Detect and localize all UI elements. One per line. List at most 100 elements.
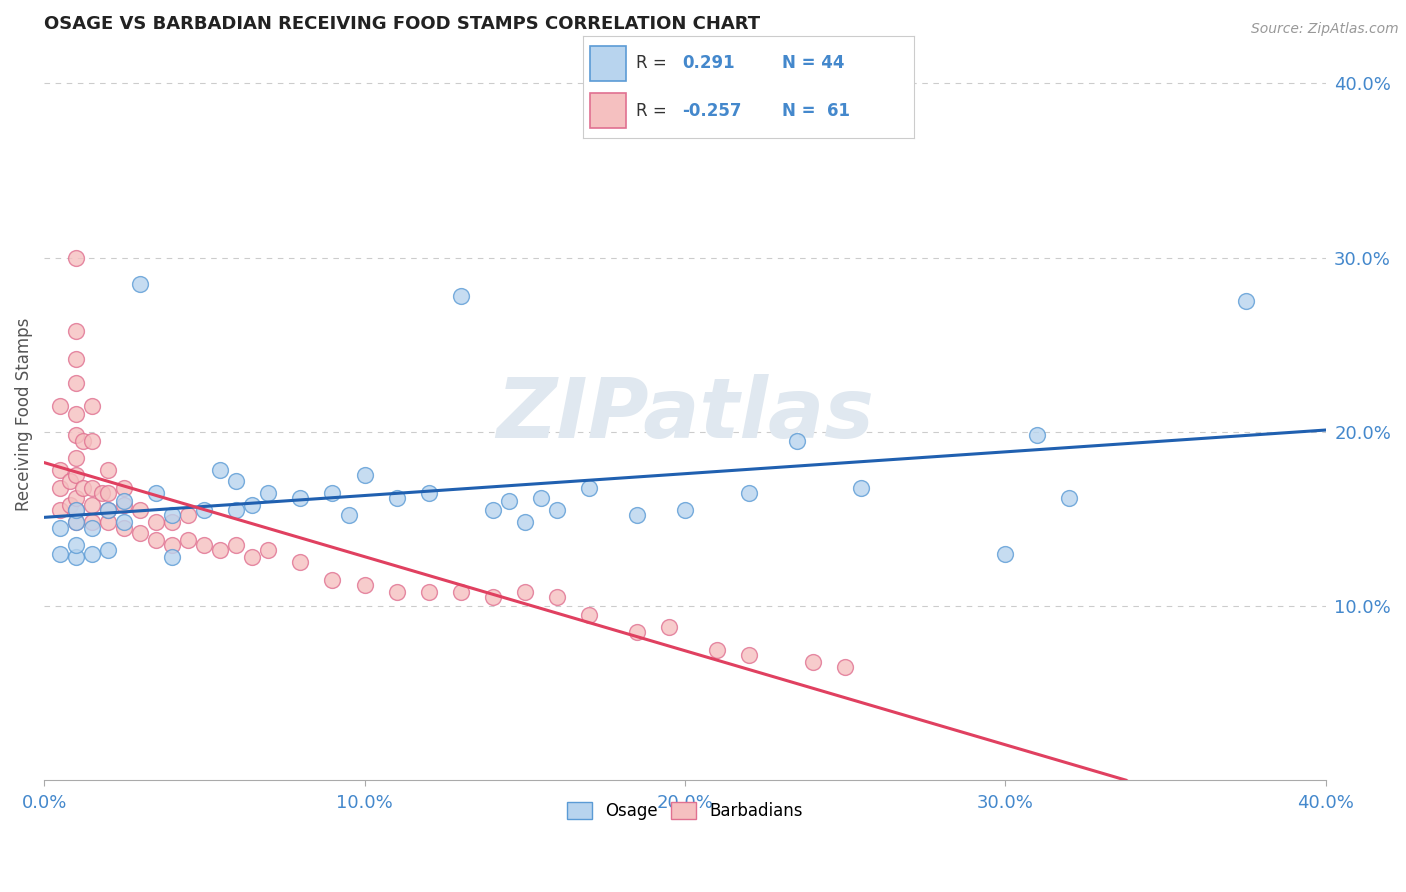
Point [82, 434, 104, 448]
Point [65, 408, 87, 422]
Point [97, 516, 120, 530]
Point [49, 521, 72, 535]
Point [112, 481, 135, 495]
Point [59, 474, 82, 488]
Point [90, 485, 112, 500]
Point [145, 516, 167, 530]
Point [59, 498, 82, 512]
Point [851, 481, 873, 495]
Point [353, 578, 375, 592]
Y-axis label: Receiving Food Stamps: Receiving Food Stamps [15, 318, 32, 511]
Point [65, 324, 87, 338]
Point [673, 503, 696, 517]
Point [129, 525, 152, 540]
Point [72, 434, 94, 448]
Text: N = 44: N = 44 [782, 54, 844, 72]
Point [97, 543, 120, 558]
Point [1026, 428, 1049, 442]
Legend: Osage, Barbadians: Osage, Barbadians [560, 796, 810, 827]
Point [225, 474, 247, 488]
Point [82, 498, 104, 512]
Text: 0.291: 0.291 [683, 54, 735, 72]
Point [193, 538, 215, 552]
Text: N =  61: N = 61 [782, 102, 849, 120]
Point [450, 585, 472, 599]
Point [353, 468, 375, 483]
Point [82, 399, 104, 413]
Point [225, 503, 247, 517]
Point [112, 516, 135, 530]
Text: Source: ZipAtlas.com: Source: ZipAtlas.com [1251, 22, 1399, 37]
Point [994, 547, 1017, 561]
Point [82, 521, 104, 535]
FancyBboxPatch shape [591, 46, 627, 81]
Point [97, 463, 120, 477]
Point [112, 498, 135, 512]
Point [177, 508, 200, 523]
Point [706, 642, 728, 657]
Point [321, 485, 343, 500]
Point [481, 591, 503, 605]
Point [450, 289, 472, 303]
Point [658, 620, 681, 634]
Point [65, 503, 87, 517]
Point [65, 251, 87, 265]
Point [626, 625, 648, 640]
Point [49, 547, 72, 561]
Point [162, 538, 184, 552]
Point [49, 399, 72, 413]
Point [834, 660, 856, 674]
Point [65, 468, 87, 483]
Text: R =: R = [637, 102, 672, 120]
Text: OSAGE VS BARBADIAN RECEIVING FOOD STAMPS CORRELATION CHART: OSAGE VS BARBADIAN RECEIVING FOOD STAMPS… [44, 15, 761, 33]
Point [257, 485, 280, 500]
Point [112, 521, 135, 535]
Point [418, 585, 440, 599]
Point [578, 607, 600, 622]
Point [513, 585, 536, 599]
Point [801, 655, 824, 669]
Point [321, 573, 343, 587]
Text: ZIPatlas: ZIPatlas [496, 374, 875, 455]
Point [129, 503, 152, 517]
Point [177, 533, 200, 547]
Point [290, 556, 312, 570]
Point [97, 503, 120, 517]
Point [65, 550, 87, 565]
Point [49, 481, 72, 495]
Point [1059, 491, 1081, 505]
Point [162, 508, 184, 523]
Point [72, 481, 94, 495]
Point [65, 503, 87, 517]
Point [209, 463, 232, 477]
Point [82, 516, 104, 530]
Point [145, 533, 167, 547]
Point [1234, 294, 1257, 309]
Point [546, 503, 568, 517]
Point [546, 591, 568, 605]
Point [65, 516, 87, 530]
Point [97, 485, 120, 500]
Point [49, 503, 72, 517]
Point [65, 538, 87, 552]
Point [82, 481, 104, 495]
Point [242, 498, 264, 512]
Point [65, 428, 87, 442]
Point [129, 277, 152, 291]
Point [385, 585, 408, 599]
Point [738, 485, 761, 500]
Point [162, 516, 184, 530]
Point [513, 516, 536, 530]
Point [65, 491, 87, 505]
Point [49, 463, 72, 477]
Point [193, 503, 215, 517]
FancyBboxPatch shape [591, 93, 627, 128]
Point [626, 508, 648, 523]
Point [257, 543, 280, 558]
Point [209, 543, 232, 558]
Point [385, 491, 408, 505]
Point [162, 550, 184, 565]
Point [225, 538, 247, 552]
Point [578, 481, 600, 495]
Point [481, 503, 503, 517]
